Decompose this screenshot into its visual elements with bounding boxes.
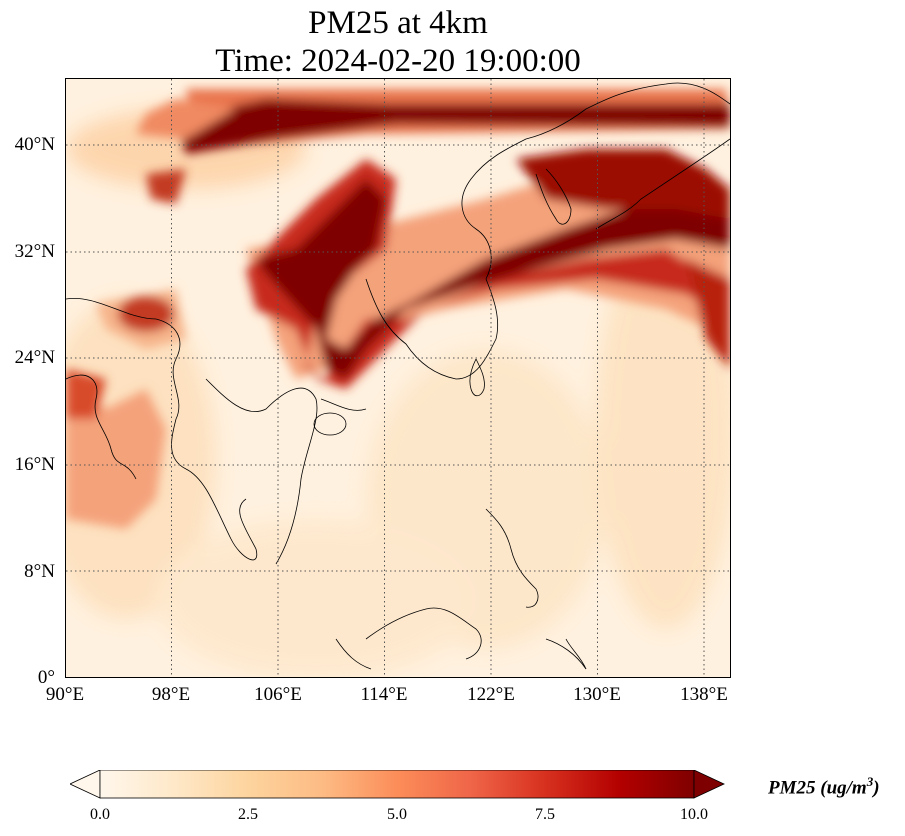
lat-tick-24n: 24°N [14, 347, 55, 368]
gridlines [66, 79, 730, 677]
pm25-field [66, 79, 730, 677]
colorbar-label-text: PM25 (ug/m [768, 777, 867, 799]
lat-tick-32n: 32°N [14, 241, 55, 262]
lat-tick-16n: 16°N [14, 454, 55, 475]
colorbar-tick-2-5: 2.5 [238, 806, 258, 823]
lon-tick-122e: 122°E [467, 684, 515, 705]
map-title: PM25 at 4km [308, 5, 488, 41]
lon-tick-106e: 106°E [254, 684, 302, 705]
colorbar [70, 770, 725, 799]
coastlines [66, 82, 730, 670]
colorbar-extend-max [693, 770, 725, 799]
colorbar-label-sup: 3 [866, 774, 874, 789]
lat-tick-0: 0° [37, 667, 55, 688]
colorbar-tick-5: 5.0 [387, 806, 407, 823]
map-time-subtitle: Time: 2024-02-20 19:00:00 [215, 43, 581, 79]
lon-tick-98e: 98°E [151, 684, 191, 705]
lon-tick-130e: 130°E [573, 684, 621, 705]
colorbar-label-close: ) [873, 777, 880, 799]
pm25-map-canvas [66, 79, 730, 677]
lon-tick-114e: 114°E [360, 684, 408, 705]
lat-tick-40n: 40°N [14, 134, 55, 155]
colorbar-label: PM25 (ug/m3) [768, 774, 880, 799]
lat-tick-8n: 8°N [24, 561, 55, 582]
pm25-map [65, 78, 731, 678]
colorbar-extend-min [70, 770, 101, 799]
colorbar-gradient [99, 770, 695, 799]
lon-tick-138e: 138°E [680, 684, 728, 705]
colorbar-tick-10: 10.0 [680, 806, 708, 823]
lon-tick-90e: 90°E [45, 684, 85, 705]
colorbar-tick-7-5: 7.5 [535, 806, 555, 823]
colorbar-tick-0: 0.0 [90, 806, 110, 823]
